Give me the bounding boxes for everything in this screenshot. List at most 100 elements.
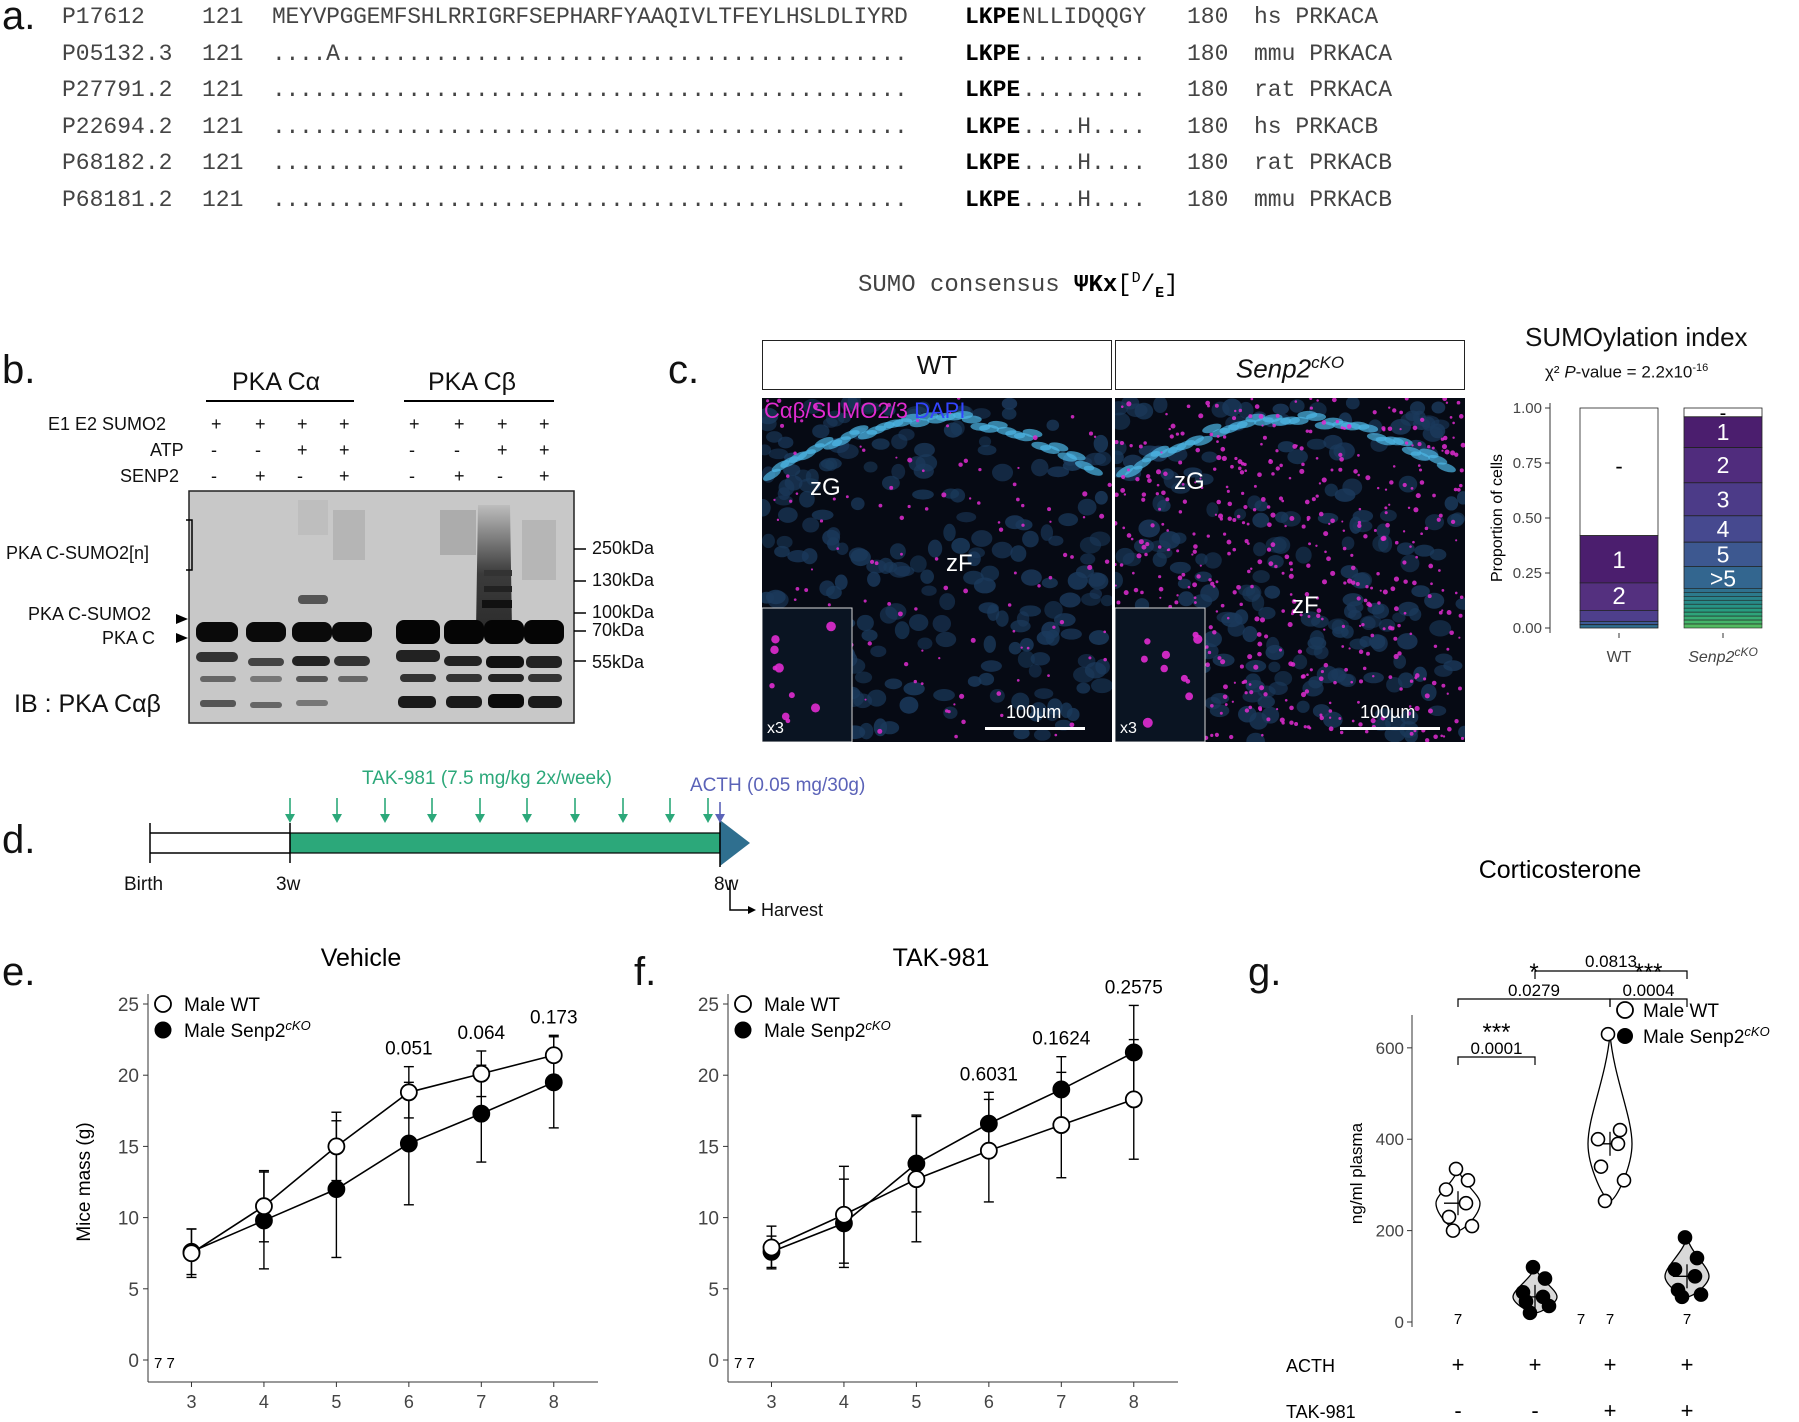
chart-title: Corticosterone: [1479, 856, 1642, 884]
condition-sign: +: [297, 440, 308, 460]
consensus-motif: ΨKx: [1074, 272, 1118, 299]
alignment-start: 121: [202, 77, 244, 103]
ko-segment: [1683, 603, 1763, 609]
ko-segment: [1683, 611, 1763, 617]
sumo-index-title: SUMOylation index: [1525, 322, 1748, 352]
legend-ko-label: Male Senp2cKO: [1643, 1024, 1770, 1048]
x-tick-label: 7: [1056, 1392, 1066, 1412]
alignment-id: P27791.2: [62, 77, 173, 103]
group-beta-line: [404, 400, 554, 402]
condition-sign: +: [539, 440, 550, 460]
x-tick-label: 5: [331, 1392, 341, 1412]
injection-arrowhead: [618, 814, 628, 823]
condition-sign: +: [539, 414, 550, 434]
series-line: [191, 1081, 555, 1253]
stars: ***: [1634, 959, 1662, 986]
injection-arrowhead: [332, 814, 342, 823]
harvest-arrowhead: [748, 906, 756, 914]
x-tick-label: 5: [911, 1392, 921, 1412]
condition-sign: -: [211, 466, 217, 486]
alignment-suffix: ....H....: [1022, 186, 1147, 213]
point-ko: [1689, 1250, 1705, 1266]
western-blot: [176, 490, 586, 724]
alignment-id: P68182.2: [62, 150, 173, 176]
condition-sign: +: [497, 440, 508, 460]
point-ko: [399, 1134, 418, 1153]
tak-sign: +: [1681, 1398, 1694, 1422]
chart-title: Vehicle: [321, 944, 402, 972]
injection-arrowhead: [570, 814, 580, 823]
panel-label-d: d.: [2, 818, 36, 862]
alignment-suffix: NLLIDQQGY: [1022, 4, 1147, 30]
injection-arrowhead: [427, 814, 437, 823]
y-tick-label: 10: [698, 1209, 719, 1230]
y-tick-label: 15: [118, 1137, 139, 1158]
y-tick-label: 15: [698, 1137, 719, 1158]
ko-segment: [1683, 482, 1763, 517]
n-label: 7: [1606, 1311, 1614, 1328]
point-ko: [1124, 1043, 1143, 1062]
title-wt: WT: [762, 340, 1112, 390]
alignment-id: P68181.2: [62, 186, 173, 213]
series-line: [771, 1098, 1135, 1249]
legend-ko-label: Male Senp2cKO: [184, 1018, 311, 1042]
ko-segment: [1683, 592, 1763, 597]
alignment-organism: hs PRKACA: [1254, 4, 1379, 30]
ib-label: IB : PKA Cαβ: [14, 690, 161, 718]
point-wt: [1593, 1159, 1609, 1174]
x-tick-label: 6: [984, 1392, 994, 1412]
condition-sign: -: [497, 466, 503, 486]
alignment-end: 180: [1187, 77, 1229, 103]
scale-bar-ko: [1340, 727, 1440, 730]
legend-ko-label: Male Senp2cKO: [764, 1018, 891, 1042]
ko-segment: [1683, 615, 1763, 621]
ko-segment: [1683, 541, 1763, 567]
wt-segment: [1579, 582, 1659, 611]
x-axis-label: Age (weeks): [316, 1420, 422, 1422]
consensus-e: E: [1155, 284, 1165, 302]
y-tick-label: 1.00: [1513, 400, 1542, 417]
panel-label-e: e.: [2, 950, 36, 994]
series-line: [191, 1054, 554, 1254]
p-value-label: 0.051: [385, 1039, 433, 1060]
y-tick-label: 0.25: [1513, 565, 1542, 582]
panel-label-a: a.: [2, 0, 36, 38]
x-tick-label: 4: [259, 1392, 269, 1412]
y-tick-label: 0.00: [1513, 620, 1542, 637]
n-label: 7: [1683, 1311, 1691, 1328]
alignment-start: 121: [202, 150, 244, 176]
group-alpha-label: PKA Cα: [232, 368, 321, 396]
y-tick-label: 5: [708, 1280, 719, 1301]
p-value-label: 0.0001: [1471, 1039, 1523, 1058]
p-value-label: 0.0813: [1585, 952, 1637, 971]
tak-sign: +: [1604, 1398, 1617, 1422]
acth-sign: +: [1681, 1352, 1694, 1377]
n-label: 7: [1577, 1311, 1585, 1328]
wt-label-none: -: [1615, 453, 1622, 478]
condition-sign: +: [339, 440, 350, 460]
alignment-organism: hs PRKACB: [1254, 113, 1379, 140]
acth-label: ACTH (0.05 mg/30g): [690, 775, 866, 796]
alignment-prefix: ........................................…: [272, 150, 908, 176]
alignment-motif: LKPE: [965, 77, 1021, 103]
y-axis-label: Mice mass (g): [74, 1122, 95, 1241]
y-tick-label: 0: [128, 1351, 139, 1372]
ko-segment: [1683, 515, 1763, 543]
acth-sign: +: [1529, 1352, 1542, 1377]
p-value-label: 0.064: [458, 1023, 506, 1044]
point-wt: [1438, 1182, 1454, 1197]
point-ko: [1052, 1080, 1071, 1099]
y-axis-label: Proportion of cells: [1489, 454, 1506, 582]
legend-ko-marker: [734, 1021, 752, 1039]
alignment-id: P22694.2: [62, 113, 173, 140]
point-ko: [1525, 1259, 1541, 1275]
bracket: [1457, 1056, 1536, 1065]
point-wt: [1610, 1136, 1626, 1152]
alignment-motif: LKPE: [965, 150, 1021, 176]
panel-label-c: c.: [668, 348, 700, 392]
ko-label: 3: [1717, 486, 1730, 512]
legend-wt-label: Male WT: [184, 995, 260, 1016]
ko-label: 2: [1717, 452, 1730, 478]
timeline-arrowhead: [720, 820, 750, 866]
alignment-suffix: .........: [1022, 40, 1147, 67]
